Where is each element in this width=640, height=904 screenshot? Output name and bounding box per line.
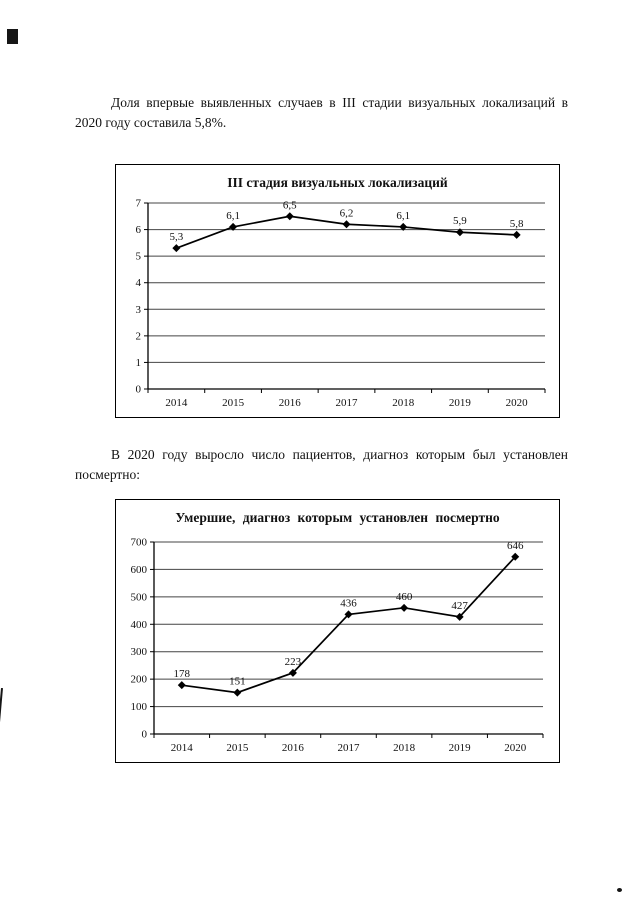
y-tick-label: 0 [142, 729, 148, 741]
paragraph-stage-share: Доля впервые выявленных случаев в III ст… [75, 95, 568, 130]
data-point-label: 5,3 [169, 231, 183, 243]
data-point-label: 6,1 [226, 210, 240, 222]
data-point-label: 223 [285, 656, 302, 668]
data-point-label: 436 [340, 597, 357, 609]
y-tick-label: 2 [136, 330, 142, 342]
x-tick-label: 2020 [504, 742, 527, 754]
data-point-marker [172, 244, 181, 253]
x-tick-label: 2015 [222, 397, 245, 409]
x-tick-label: 2018 [393, 742, 416, 754]
data-point-label: 427 [451, 600, 468, 612]
x-tick-label: 2016 [279, 397, 302, 409]
data-point-label: 6,5 [283, 199, 297, 211]
paragraph-posthumous: В 2020 году выросло число пациентов, диа… [75, 447, 568, 482]
posthumous-chart-svg: 0 100 200 300 400 500 600 700 2014 2015 2016 2017 20… [131, 537, 544, 754]
y-tick-label: 100 [131, 701, 148, 713]
chart-stage-iii-box: III стадия визуальных локализаций 0 1 2 3 4 5… [115, 164, 560, 418]
y-tick-label: 700 [131, 537, 148, 549]
x-tick-label: 2019 [449, 742, 472, 754]
data-point-label: 6,1 [396, 210, 410, 222]
x-tick-label: 2014 [171, 742, 194, 754]
data-point-marker [177, 681, 186, 690]
x-tick-label: 2020 [506, 397, 528, 409]
y-tick-label: 1 [136, 357, 142, 369]
chart-posthumous-box: Умершие, диагноз которым установлен посм… [115, 499, 560, 763]
y-tick-label: 4 [136, 277, 142, 289]
data-point-marker [400, 603, 409, 612]
data-point-label: 5,9 [453, 215, 467, 227]
stage-iii-chart-svg: 0 1 2 3 4 5 6 7 2014 2015 2016 2017 2018 2019 2020 5,3 6… [136, 198, 546, 409]
y-tick-label: 6 [136, 224, 142, 236]
x-tick-label: 2016 [282, 742, 305, 754]
data-point-label: 5,8 [510, 218, 524, 230]
x-tick-label: 2019 [449, 397, 472, 409]
data-point-label: 6,2 [340, 207, 354, 219]
data-point-marker [455, 612, 464, 621]
x-tick-label: 2015 [226, 742, 249, 754]
chart-stage-iii-title: III стадия визуальных локализаций [227, 175, 448, 190]
data-point-marker [342, 220, 351, 229]
data-point-marker [455, 228, 464, 237]
y-tick-label: 400 [131, 619, 148, 631]
data-point-marker [233, 688, 242, 697]
data-point-marker [229, 222, 238, 231]
y-tick-label: 300 [131, 646, 148, 658]
y-tick-label: 7 [136, 198, 142, 210]
y-tick-label: 5 [136, 251, 142, 263]
data-point-marker [511, 552, 520, 561]
data-point-marker [512, 230, 521, 239]
data-point-label: 460 [396, 591, 413, 603]
chart-stage-iii-plot: 0 1 2 3 4 5 6 7 2014 2015 2016 2017 2018 2019 2020 5,3 6… [116, 193, 559, 417]
y-tick-label: 600 [131, 564, 148, 576]
x-tick-label: 2017 [338, 742, 361, 754]
data-point-label: 151 [229, 676, 246, 688]
data-point-label: 646 [507, 540, 524, 552]
scan-artifact-left-edge [0, 688, 3, 746]
data-point-marker [344, 610, 353, 619]
data-point-marker [399, 222, 408, 231]
x-tick-label: 2017 [336, 397, 359, 409]
scan-artifact-bottom-dot [617, 888, 622, 892]
data-point-marker [285, 212, 294, 221]
x-tick-label: 2018 [392, 397, 415, 409]
chart-posthumous-title: Умершие, диагноз которым установлен посм… [175, 510, 500, 525]
chart-posthumous-plot: 0 100 200 300 400 500 600 700 2014 2015 2016 2017 20… [116, 528, 559, 762]
scan-artifact-top-left [7, 29, 18, 44]
y-tick-label: 3 [136, 304, 142, 316]
y-tick-label: 200 [131, 674, 148, 686]
x-tick-label: 2014 [165, 397, 188, 409]
y-tick-label: 0 [136, 384, 142, 396]
y-tick-label: 500 [131, 591, 148, 603]
data-point-label: 178 [174, 668, 191, 680]
data-point-marker [288, 668, 297, 677]
